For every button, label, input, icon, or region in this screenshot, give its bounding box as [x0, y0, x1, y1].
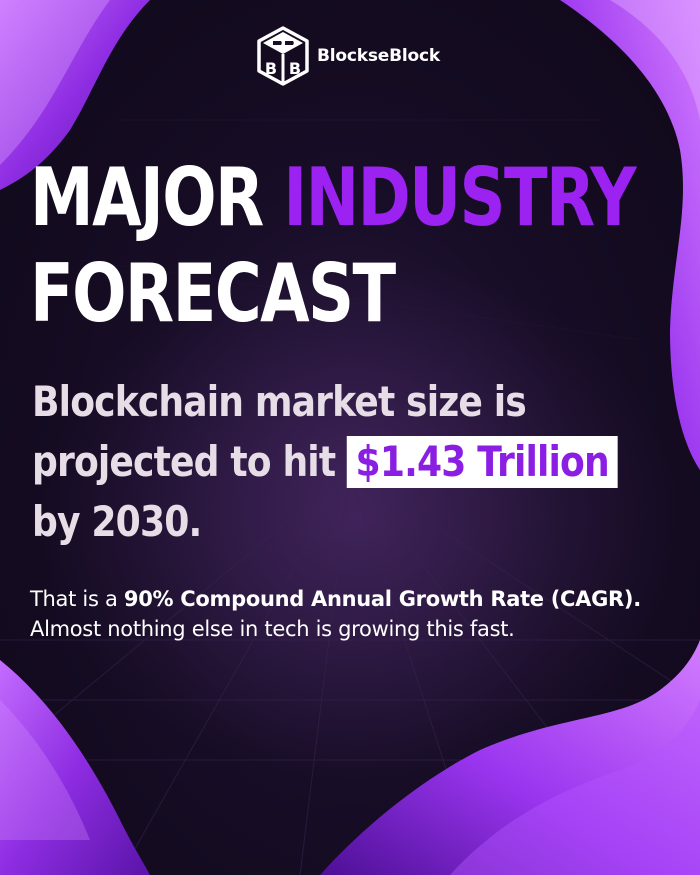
ribbon-right [560, 0, 700, 470]
headline-word-forecast: FORECAST [30, 247, 396, 340]
cube-logo-icon: B B [257, 26, 309, 86]
headline: MAJOR INDUSTRY FORECAST [30, 150, 637, 342]
body-prefix: That is a [30, 587, 124, 611]
logo-letter-left: B [265, 59, 277, 78]
ribbon-bottom-right [320, 640, 700, 875]
body-text: That is a 90% Compound Annual Growth Rat… [30, 584, 650, 644]
body-emphasis: 90% Compound Annual Growth Rate (CAGR). [123, 587, 641, 611]
brand-logo: B B BlocksеBlock [257, 26, 440, 86]
ribbon-bottom-left [0, 660, 150, 875]
headline-word-major: MAJOR [30, 151, 264, 244]
ribbon-top-left [0, 0, 150, 190]
logo-letter-right: B [289, 59, 301, 78]
center-glow [40, 260, 680, 780]
body-closing: Almost nothing else in tech is growing t… [30, 617, 515, 641]
highlight-value: $1.43 Trillion [346, 436, 618, 488]
brand-name: BlocksеBlock [317, 46, 440, 66]
subhead-line-1: Blockchain market size is [32, 377, 527, 426]
subhead-line-2: projected to hit [32, 437, 336, 486]
subheadline: Blockchain market size is projected to hi… [32, 372, 618, 552]
headline-word-industry: INDUSTRY [283, 151, 636, 244]
subhead-line-3: by 2030. [32, 497, 202, 546]
